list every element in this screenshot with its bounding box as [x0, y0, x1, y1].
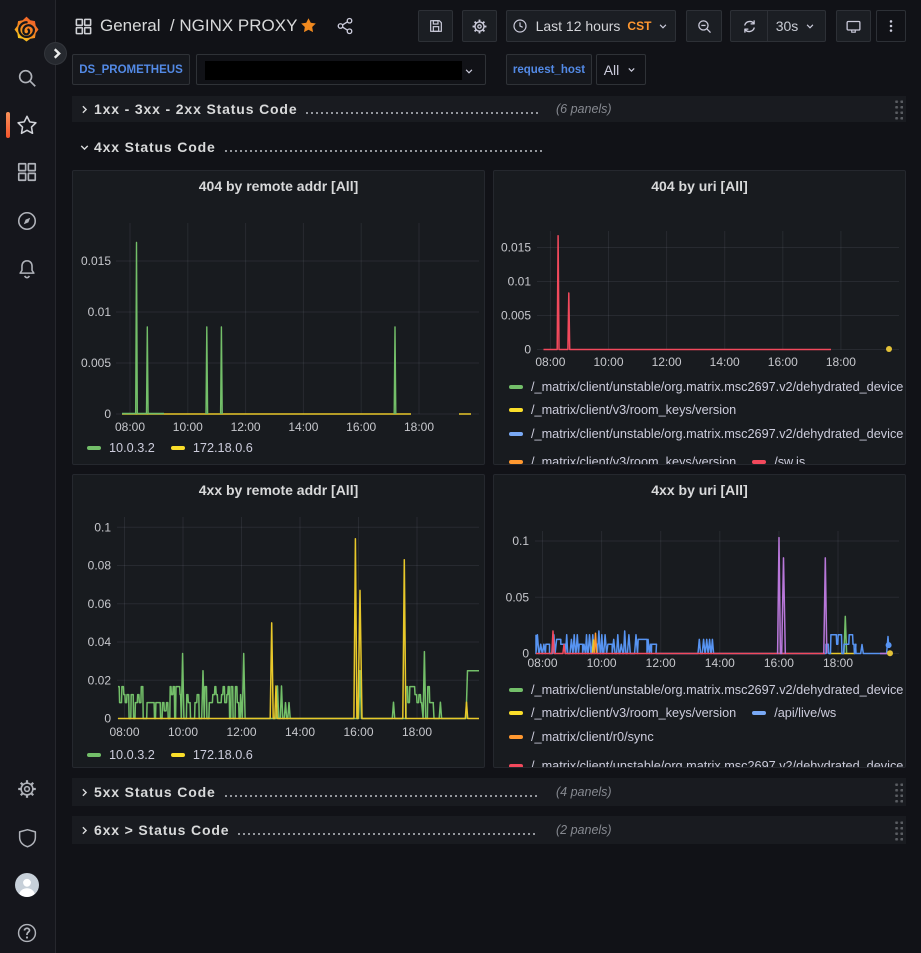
svg-text:0.06: 0.06: [88, 597, 112, 611]
svg-text:10:00: 10:00: [593, 355, 623, 369]
svg-text:0.05: 0.05: [506, 590, 530, 604]
svg-text:18:00: 18:00: [826, 355, 856, 369]
svg-text:18:00: 18:00: [404, 420, 434, 434]
svg-text:0.005: 0.005: [81, 356, 111, 370]
svg-text:12:00: 12:00: [646, 656, 676, 670]
svg-text:12:00: 12:00: [231, 420, 261, 434]
svg-text:10:00: 10:00: [173, 420, 203, 434]
svg-text:14:00: 14:00: [710, 355, 740, 369]
svg-text:10:00: 10:00: [168, 725, 198, 739]
svg-text:0.08: 0.08: [88, 559, 112, 573]
svg-text:14:00: 14:00: [705, 656, 735, 670]
svg-text:0.005: 0.005: [501, 309, 531, 323]
svg-text:08:00: 08:00: [109, 725, 139, 739]
svg-text:10:00: 10:00: [587, 656, 617, 670]
svg-text:0.1: 0.1: [512, 534, 529, 548]
svg-text:0.02: 0.02: [88, 673, 112, 687]
svg-text:12:00: 12:00: [226, 725, 256, 739]
svg-text:16:00: 16:00: [764, 656, 794, 670]
svg-text:08:00: 08:00: [527, 656, 557, 670]
svg-text:0.01: 0.01: [508, 275, 532, 289]
svg-text:0.04: 0.04: [88, 635, 112, 649]
svg-text:08:00: 08:00: [535, 355, 565, 369]
svg-text:18:00: 18:00: [402, 725, 432, 739]
svg-text:14:00: 14:00: [288, 420, 318, 434]
svg-text:0: 0: [104, 712, 111, 726]
svg-text:0.01: 0.01: [88, 305, 112, 319]
svg-text:08:00: 08:00: [115, 420, 145, 434]
svg-text:16:00: 16:00: [768, 355, 798, 369]
svg-text:0.1: 0.1: [94, 520, 111, 534]
svg-text:16:00: 16:00: [343, 725, 373, 739]
svg-text:16:00: 16:00: [346, 420, 376, 434]
svg-text:14:00: 14:00: [285, 725, 315, 739]
svg-text:18:00: 18:00: [823, 656, 853, 670]
svg-text:0: 0: [524, 343, 531, 357]
svg-text:0: 0: [104, 407, 111, 421]
svg-text:0.015: 0.015: [81, 254, 111, 268]
svg-text:12:00: 12:00: [652, 355, 682, 369]
svg-text:0.015: 0.015: [501, 241, 531, 255]
svg-text:0: 0: [522, 647, 529, 661]
